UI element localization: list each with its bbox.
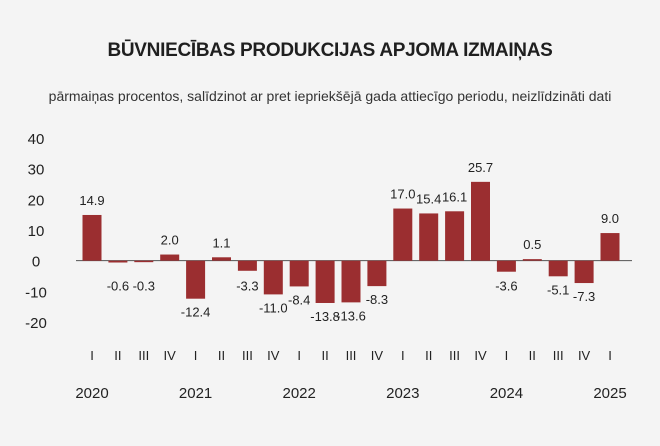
year-label: 2020 [75, 385, 108, 402]
x-tick-label: I [505, 348, 509, 363]
data-label: -8.3 [366, 292, 388, 307]
x-tick-label: I [194, 348, 198, 363]
x-tick-label: IV [578, 348, 591, 363]
x-tick-label: II [425, 348, 432, 363]
data-label: -0.6 [107, 279, 129, 294]
data-label: -5.1 [547, 282, 569, 297]
x-tick-label: IV [474, 348, 487, 363]
y-tick-label: 30 [28, 162, 45, 179]
x-tick-label: IV [267, 348, 280, 363]
x-tick-label: II [529, 348, 536, 363]
bar [237, 260, 257, 271]
x-tick-label: III [242, 348, 253, 363]
bar [289, 260, 309, 287]
data-label: 2.0 [161, 233, 179, 248]
chart-subtitle: pārmaiņas procentos, salīdzinot ar pret … [48, 88, 612, 104]
data-label: -8.4 [288, 292, 310, 307]
data-label: -7.3 [573, 289, 595, 304]
x-tick-label: I [297, 348, 301, 363]
y-tick-label: 40 [28, 131, 45, 148]
data-label: 25.7 [468, 160, 493, 175]
bar [600, 233, 620, 261]
x-tick-label: I [401, 348, 405, 363]
bar [212, 257, 231, 261]
data-label: -11.0 [259, 300, 288, 315]
x-tick-label: II [114, 348, 121, 363]
year-label: 2022 [283, 385, 316, 402]
bar [108, 260, 128, 263]
x-tick-label: II [218, 348, 225, 363]
x-tick-label: III [346, 348, 357, 363]
chart-title: BŪVNIECĪBAS PRODUKCIJAS APJOMA IZMAIŅAS [107, 40, 553, 61]
x-tick-label: IV [164, 348, 177, 363]
bar [263, 260, 283, 295]
bar [341, 260, 361, 303]
bar [186, 260, 206, 299]
data-label: -3.6 [495, 279, 517, 294]
bar [160, 254, 180, 261]
data-label: 16.1 [442, 189, 467, 204]
y-tick-label: -20 [25, 315, 47, 332]
year-label: 2023 [386, 385, 419, 402]
bar [393, 208, 413, 261]
year-label: 2025 [593, 385, 626, 402]
bar [548, 260, 568, 277]
bar [367, 260, 387, 287]
bar [496, 260, 516, 272]
data-label: -3.3 [236, 279, 258, 294]
x-tick-label: III [553, 348, 564, 363]
bar [445, 211, 465, 261]
x-tick-label: III [449, 348, 460, 363]
year-label: 2024 [490, 385, 523, 402]
x-tick-label: III [138, 348, 149, 363]
year-label: 2021 [179, 385, 212, 402]
y-tick-label: 20 [28, 192, 45, 209]
bar [522, 259, 542, 261]
data-label: -13.8 [310, 309, 340, 324]
x-tick-label: I [90, 348, 94, 363]
data-label: 9.0 [601, 211, 619, 226]
bar [315, 260, 335, 303]
x-tick-label: I [608, 348, 612, 363]
data-label: 1.1 [212, 235, 230, 250]
bar [134, 260, 154, 263]
data-label: 15.4 [416, 191, 441, 206]
bar [471, 181, 490, 261]
x-tick-label: IV [371, 348, 384, 363]
data-label: -0.3 [133, 279, 155, 294]
data-label: -12.4 [181, 305, 211, 320]
data-label: 17.0 [390, 187, 415, 202]
y-tick-label: 0 [32, 254, 40, 271]
data-label: 0.5 [523, 237, 541, 252]
bar [82, 214, 102, 261]
bar [419, 213, 439, 261]
x-tick-label: II [321, 348, 328, 363]
data-label: -13.6 [336, 308, 366, 323]
y-tick-label: -10 [25, 284, 47, 301]
data-label: 14.9 [79, 193, 104, 208]
y-tick-label: 10 [28, 223, 45, 240]
bar [574, 260, 594, 284]
